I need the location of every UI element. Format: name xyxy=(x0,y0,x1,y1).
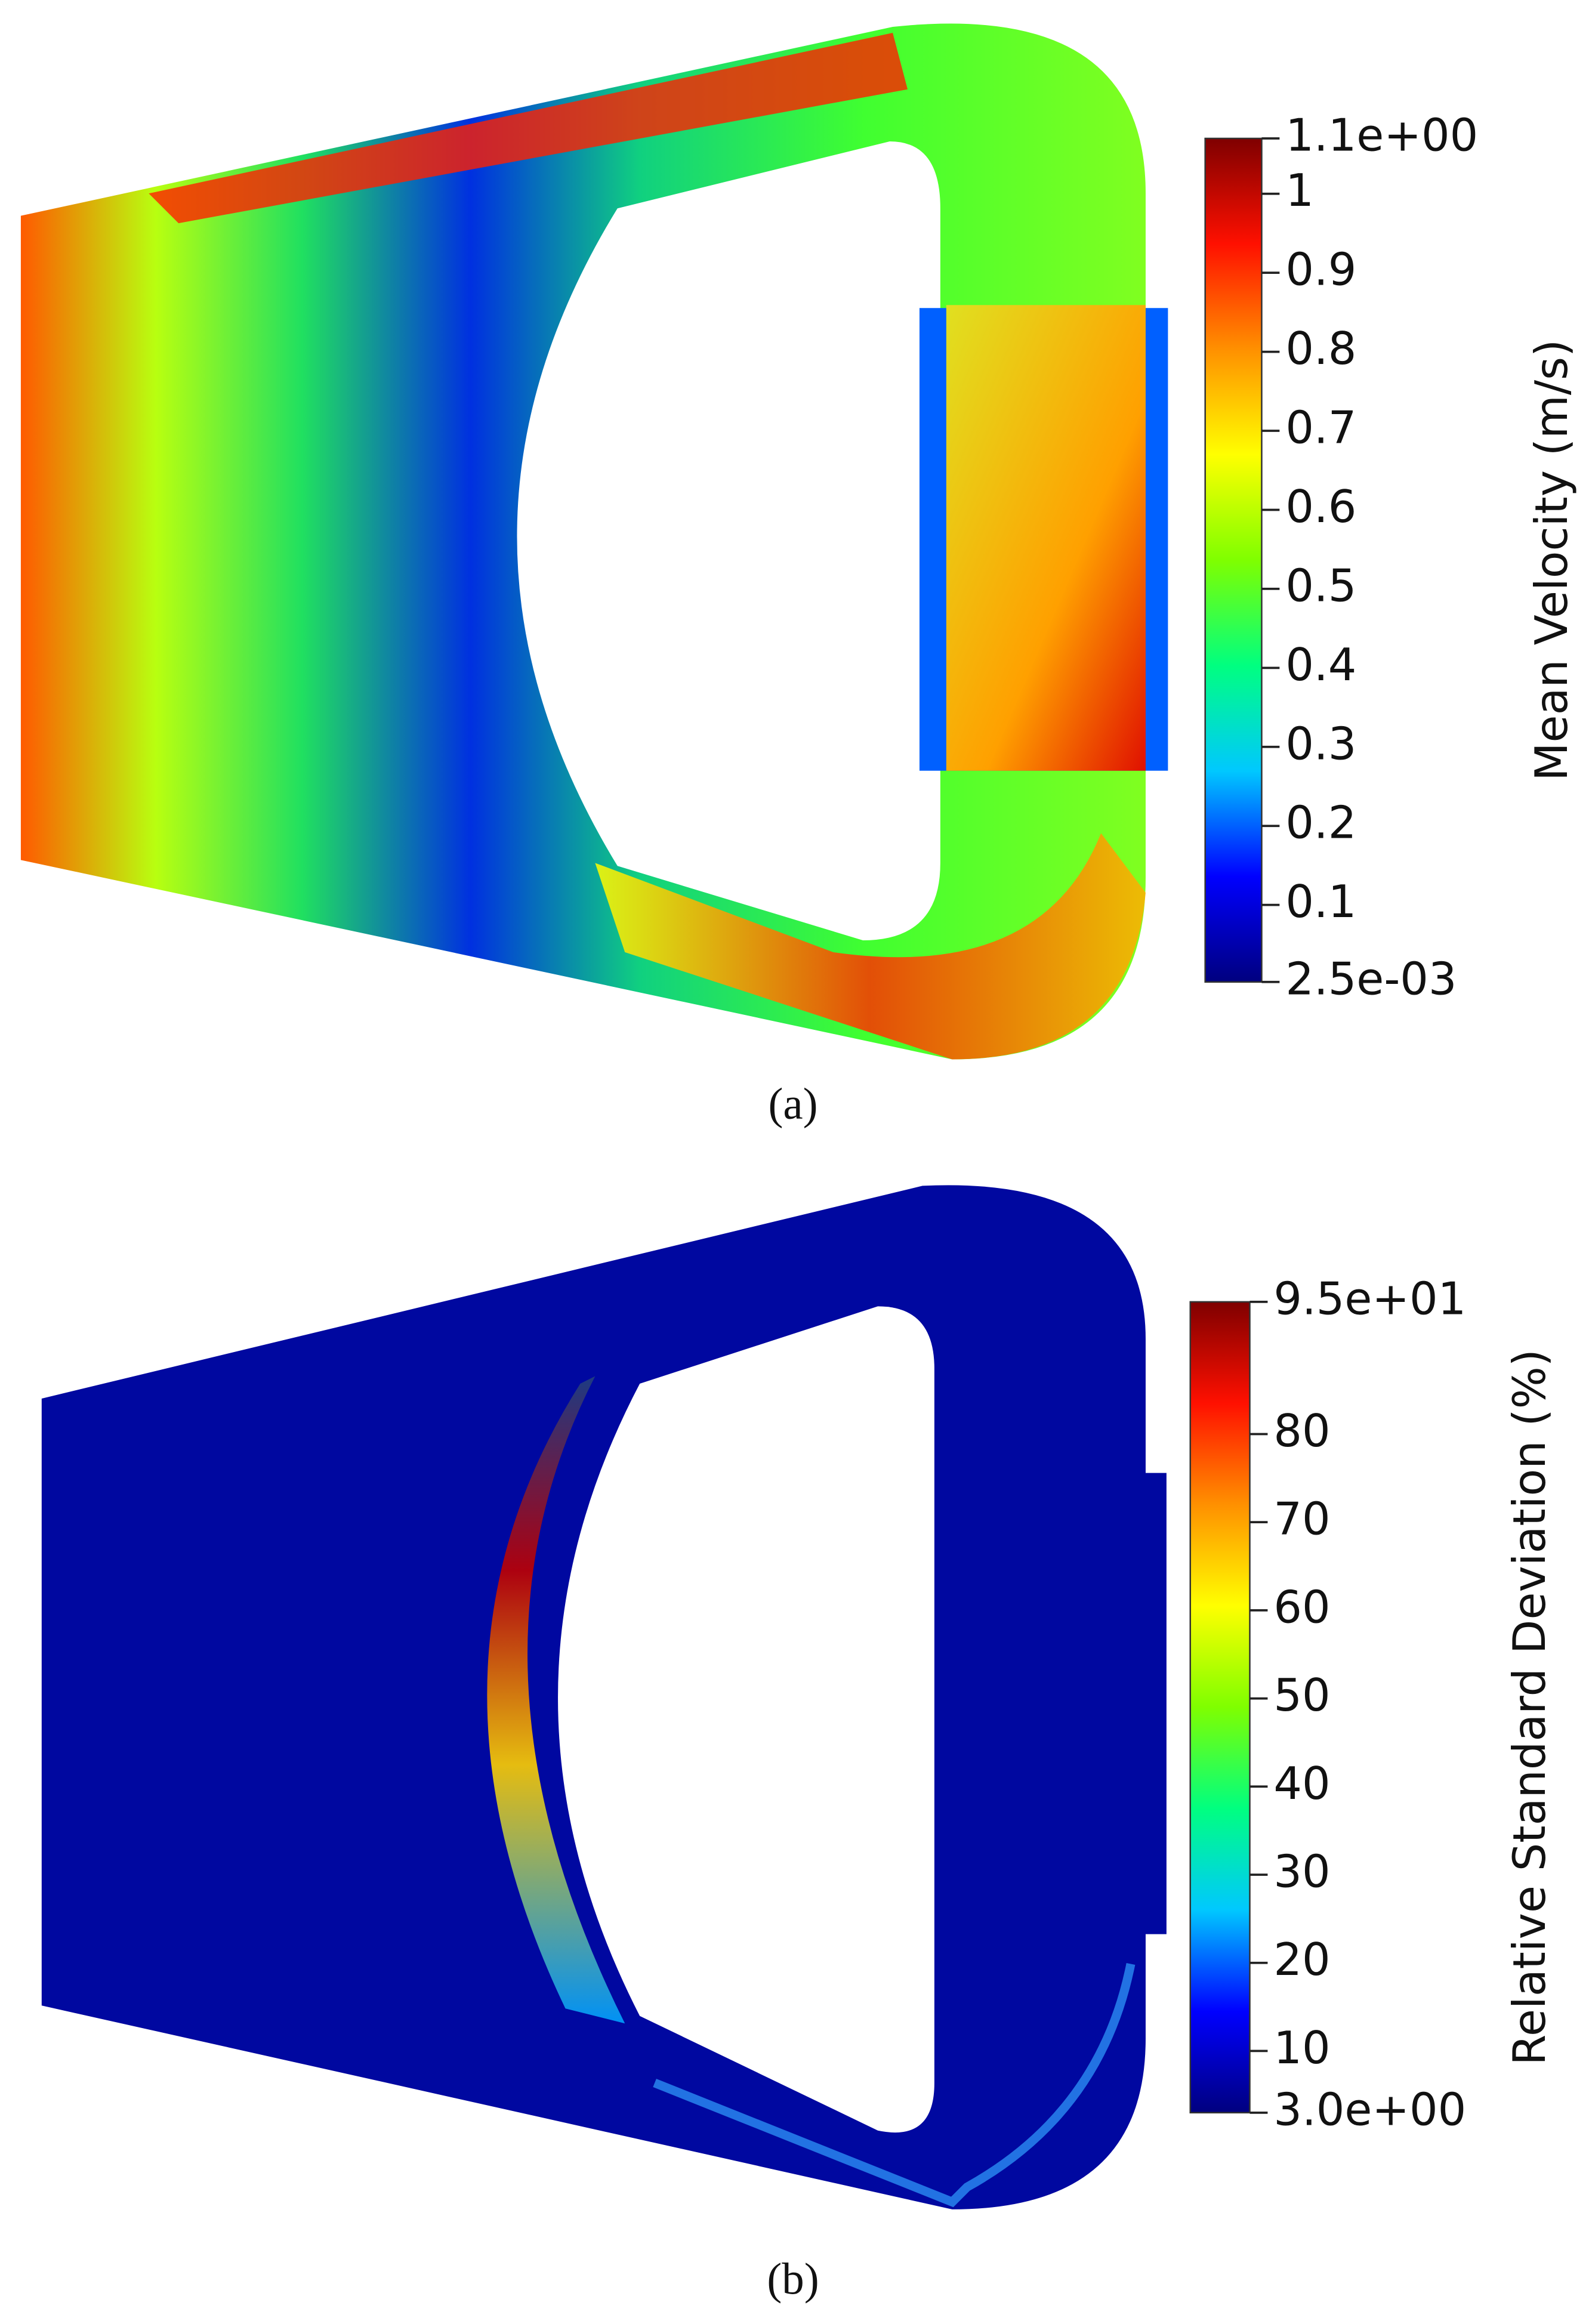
colorbar-tick-label: 9.5e+01 xyxy=(1273,1273,1466,1325)
colorbar xyxy=(1189,1301,1251,2114)
colorbar-tick-label: 40 xyxy=(1273,1758,1330,1810)
colorbar-tick-label: 2.5e-03 xyxy=(1285,953,1457,1005)
colorbar xyxy=(1204,137,1263,983)
colorbar-tick-label: 80 xyxy=(1273,1405,1330,1457)
panel-b-field xyxy=(41,1185,1167,2209)
colorbar-tick-label: 20 xyxy=(1273,1934,1330,1986)
colorbar-tick-label: 3.0e+00 xyxy=(1273,2084,1466,2135)
colorbar-tick-label: 30 xyxy=(1273,1846,1330,1898)
panel: 2.5e-03 0.1 0.2 0.3 0.4 0.5 0.6 0.7 0.8 0.9 11.1e+… xyxy=(769,110,1578,1129)
panel: 3.0e+00 10 20 30 40 50 60 70 80 9.5e+01 Relative S… xyxy=(767,1273,1555,2304)
caption: (a) xyxy=(769,1079,818,1129)
colorbar-tick-label: 0.9 xyxy=(1285,244,1356,296)
colorbar-tick-label: 0.6 xyxy=(1285,481,1356,533)
colorbar-tick-label: 50 xyxy=(1273,1669,1330,1721)
colorbar-tick-label: 1 xyxy=(1285,165,1314,217)
colorbar-tick-label: 60 xyxy=(1273,1581,1330,1633)
colorbar-tick-label: 0.8 xyxy=(1285,323,1356,375)
colorbar-tick-label: 70 xyxy=(1273,1493,1330,1545)
colorbar-label: Mean Velocity (m/s) xyxy=(1526,340,1578,781)
colorbar-tick-label: 1.1e+00 xyxy=(1285,110,1478,162)
colorbar-tick-label: 0.1 xyxy=(1285,876,1356,928)
colorbar-tick-label: 10 xyxy=(1273,2022,1330,2074)
colorbars: 2.5e-03 0.1 0.2 0.3 0.4 0.5 0.6 0.7 0.8 0.9 11.1e+… xyxy=(767,110,1578,2304)
colorbar-tick-label: 0.2 xyxy=(1285,797,1356,849)
colorbar-tick-label: 0.7 xyxy=(1285,402,1356,454)
caption: (b) xyxy=(767,2255,819,2304)
colorbar-label: Relative Standard Deviation (%) xyxy=(1504,1349,1556,2065)
colorbar-tick-label: 0.4 xyxy=(1285,639,1356,691)
colorbar-tick-label: 0.3 xyxy=(1285,718,1356,770)
panel-a-field xyxy=(20,23,1168,1060)
colorbar-tick-label: 0.5 xyxy=(1285,560,1356,612)
